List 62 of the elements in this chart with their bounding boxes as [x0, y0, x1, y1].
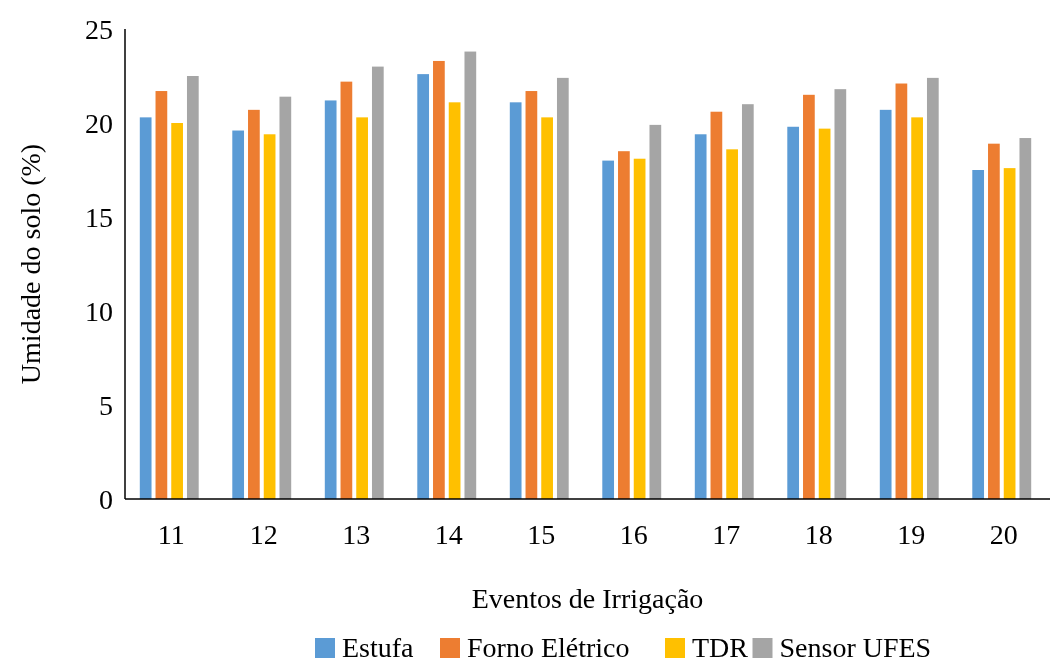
- bar: [248, 109, 260, 499]
- bar: [618, 151, 630, 499]
- bar: [525, 91, 538, 499]
- y-tick-label: 10: [85, 295, 113, 327]
- bar: [911, 117, 923, 499]
- bar: [649, 124, 662, 499]
- bar: [186, 76, 199, 499]
- bar: [803, 94, 815, 499]
- x-tick-label: 15: [527, 519, 556, 550]
- bar: [155, 91, 168, 499]
- bar: [602, 160, 615, 499]
- bar: [433, 60, 445, 499]
- bar: [417, 74, 430, 499]
- bar: [1019, 138, 1032, 499]
- bar: [926, 77, 939, 499]
- bar: [356, 117, 368, 499]
- bar: [232, 130, 245, 499]
- bar: [741, 104, 754, 499]
- y-tick-label: 25: [85, 13, 113, 45]
- x-axis-title: Eventos de Irrigação: [471, 583, 704, 614]
- x-tick-label: 11: [157, 519, 185, 550]
- legend-label: Forno Elétrico: [467, 632, 630, 663]
- legend-label: Sensor UFES: [779, 632, 932, 663]
- legend-label: TDR: [692, 632, 749, 663]
- x-tick-label: 19: [897, 519, 926, 550]
- y-axis-title: Umidade do solo (%): [15, 143, 46, 385]
- bar: [279, 96, 292, 499]
- bar: [448, 102, 461, 499]
- x-tick-label: 16: [619, 519, 648, 550]
- x-tick-label: 14: [434, 519, 463, 550]
- bar: [787, 126, 800, 499]
- bar: [726, 149, 738, 499]
- bar: [324, 100, 337, 499]
- bar: [340, 81, 353, 499]
- x-tick-label: 17: [712, 519, 741, 550]
- bar: [633, 158, 646, 499]
- bar: [694, 134, 707, 499]
- legend-label: Estufa: [342, 632, 415, 663]
- y-tick-label: 15: [85, 201, 113, 233]
- bar: [1003, 168, 1016, 499]
- x-tick-label: 20: [989, 519, 1018, 550]
- y-tick-label: 20: [85, 107, 113, 139]
- bar: [371, 66, 384, 499]
- x-tick-label: 18: [804, 519, 833, 550]
- y-tick-label: 0: [99, 483, 113, 515]
- bar: [972, 170, 985, 499]
- bar: [171, 123, 183, 499]
- x-tick-label: 13: [342, 519, 371, 550]
- bar: [710, 111, 723, 499]
- bar: [988, 143, 1000, 499]
- bar: [556, 77, 569, 499]
- bar: [263, 134, 276, 499]
- bar: [879, 109, 892, 499]
- bar: [818, 128, 831, 499]
- bar: [139, 117, 152, 499]
- bar: [834, 89, 847, 499]
- bar: [509, 102, 522, 499]
- bar: [541, 117, 553, 499]
- bar: [464, 51, 477, 499]
- y-tick-label: 5: [99, 389, 113, 421]
- bar: [895, 83, 908, 499]
- x-tick-label: 12: [249, 519, 278, 550]
